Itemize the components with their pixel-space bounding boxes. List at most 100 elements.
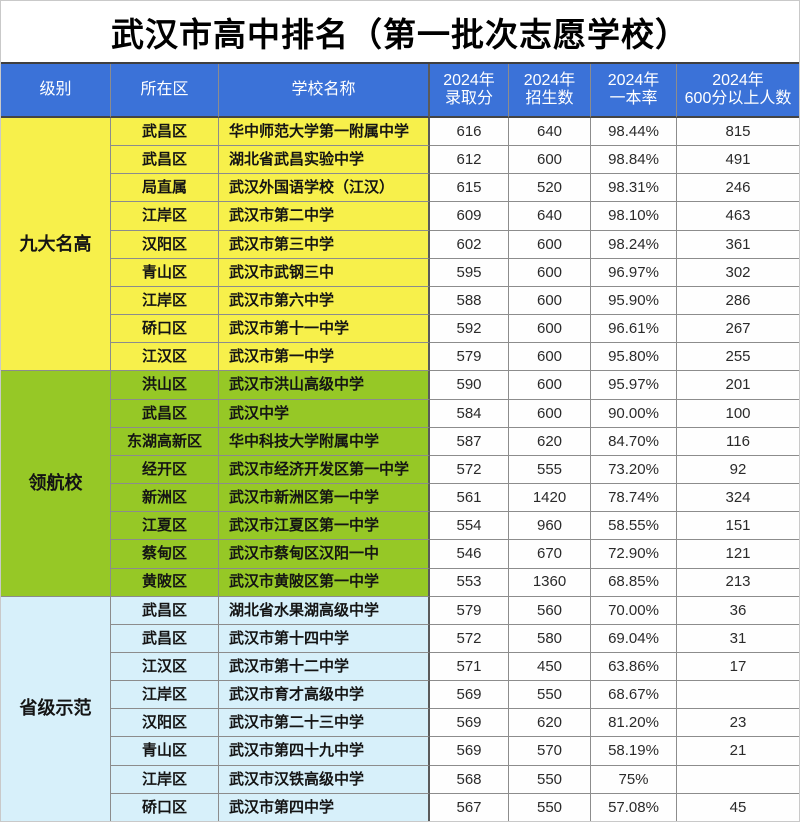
district-cell: 局直属	[111, 174, 219, 203]
rate-cell: 58.55%	[591, 512, 677, 541]
enrollment-cell: 550	[509, 681, 591, 710]
school-cell: 武汉外国语学校（江汉）	[219, 174, 430, 203]
enrollment-cell: 580	[509, 624, 591, 653]
enrollment-cell: 1360	[509, 568, 591, 597]
above600-cell: 324	[677, 484, 799, 513]
above600-cell: 23	[677, 709, 799, 738]
enrollment-cell: 600	[509, 343, 591, 372]
enrollment-cell: 600	[509, 371, 591, 400]
district-cell: 江汉区	[111, 652, 219, 682]
above600-cell: 21	[677, 737, 799, 766]
rate-cell: 72.90%	[591, 540, 677, 569]
district-cell: 汉阳区	[111, 230, 219, 259]
school-cell: 华中科技大学附属中学	[219, 427, 430, 456]
rate-cell: 96.97%	[591, 258, 677, 287]
district-cell: 黄陂区	[111, 568, 219, 597]
school-cell: 武汉市黄陂区第一中学	[219, 568, 430, 597]
score-cell: 569	[430, 709, 509, 738]
enrollment-cell: 600	[509, 399, 591, 428]
district-cell: 江岸区	[111, 286, 219, 316]
score-cell: 602	[430, 230, 509, 259]
score-cell: 592	[430, 315, 509, 344]
rate-cell: 98.31%	[591, 174, 677, 203]
district-cell: 武昌区	[111, 596, 219, 625]
score-cell: 616	[430, 118, 509, 147]
rate-cell: 73.20%	[591, 455, 677, 485]
district-cell: 洪山区	[111, 371, 219, 400]
score-cell: 553	[430, 568, 509, 597]
district-cell: 东湖高新区	[111, 427, 219, 456]
above600-cell: 815	[677, 118, 799, 147]
score-cell: 572	[430, 624, 509, 653]
rate-cell: 68.67%	[591, 681, 677, 710]
column-header: 2024年 一本率	[591, 64, 677, 118]
enrollment-cell: 450	[509, 652, 591, 682]
district-cell: 江夏区	[111, 512, 219, 541]
enrollment-cell: 620	[509, 427, 591, 456]
level-cell: 领航校	[1, 371, 111, 597]
district-cell: 新洲区	[111, 484, 219, 513]
score-cell: 595	[430, 258, 509, 287]
school-cell: 武汉市第四中学	[219, 793, 430, 821]
level-cell: 省级示范	[1, 596, 111, 821]
enrollment-cell: 600	[509, 315, 591, 344]
school-cell: 武汉市第一中学	[219, 343, 430, 372]
above600-cell: 92	[677, 455, 799, 485]
enrollment-cell: 640	[509, 118, 591, 147]
rate-cell: 70.00%	[591, 596, 677, 625]
district-cell: 江岸区	[111, 202, 219, 231]
page-title: 武汉市高中排名（第一批次志愿学校）	[1, 1, 799, 62]
rate-cell: 98.24%	[591, 230, 677, 259]
above600-cell	[677, 765, 799, 794]
above600-cell: 463	[677, 202, 799, 231]
enrollment-cell: 600	[509, 146, 591, 175]
rate-cell: 90.00%	[591, 399, 677, 428]
score-cell: 615	[430, 174, 509, 203]
district-cell: 江汉区	[111, 343, 219, 372]
above600-cell: 17	[677, 652, 799, 682]
score-cell: 590	[430, 371, 509, 400]
school-cell: 武汉市汉铁高级中学	[219, 765, 430, 794]
rate-cell: 69.04%	[591, 624, 677, 653]
level-cell: 九大名高	[1, 118, 111, 372]
school-cell: 武汉市洪山高级中学	[219, 371, 430, 400]
enrollment-cell: 560	[509, 596, 591, 625]
rate-cell: 78.74%	[591, 484, 677, 513]
school-cell: 武汉市江夏区第一中学	[219, 512, 430, 541]
column-header: 级别	[1, 64, 111, 118]
enrollment-cell: 960	[509, 512, 591, 541]
school-cell: 武汉市武钢三中	[219, 258, 430, 287]
school-cell: 武汉市第三中学	[219, 230, 430, 259]
above600-cell: 267	[677, 315, 799, 344]
score-cell: 579	[430, 596, 509, 625]
school-cell: 武汉市经济开发区第一中学	[219, 455, 430, 485]
district-cell: 江岸区	[111, 681, 219, 710]
district-cell: 经开区	[111, 455, 219, 485]
school-cell: 武汉市育才高级中学	[219, 681, 430, 710]
school-cell: 武汉市第十四中学	[219, 624, 430, 653]
score-cell: 584	[430, 399, 509, 428]
score-cell: 568	[430, 765, 509, 794]
above600-cell: 201	[677, 371, 799, 400]
district-cell: 武昌区	[111, 399, 219, 428]
score-cell: 579	[430, 343, 509, 372]
column-header: 所在区	[111, 64, 219, 118]
score-cell: 569	[430, 681, 509, 710]
district-cell: 江岸区	[111, 765, 219, 794]
school-cell: 武汉市蔡甸区汉阳一中	[219, 540, 430, 569]
school-cell: 武汉中学	[219, 399, 430, 428]
column-header: 2024年 600分以上人数	[677, 64, 799, 118]
district-cell: 硚口区	[111, 315, 219, 344]
above600-cell: 121	[677, 540, 799, 569]
school-cell: 湖北省水果湖高级中学	[219, 596, 430, 625]
above600-cell: 246	[677, 174, 799, 203]
district-cell: 硚口区	[111, 793, 219, 821]
above600-cell: 100	[677, 399, 799, 428]
district-cell: 武昌区	[111, 624, 219, 653]
above600-cell	[677, 681, 799, 710]
school-cell: 武汉市第四十九中学	[219, 737, 430, 766]
enrollment-cell: 570	[509, 737, 591, 766]
rate-cell: 98.10%	[591, 202, 677, 231]
rate-cell: 57.08%	[591, 793, 677, 821]
